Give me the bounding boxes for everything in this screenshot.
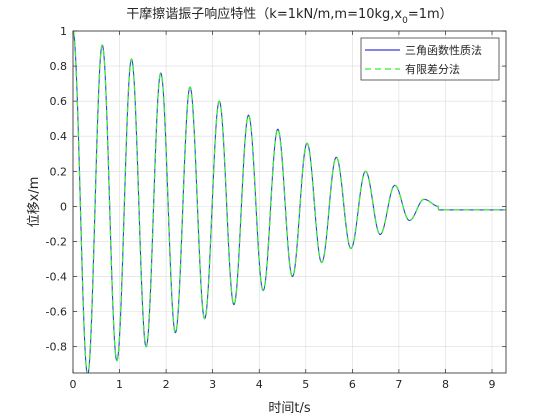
- legend-box: [360, 37, 500, 81]
- x-tick-label: 6: [349, 378, 356, 391]
- y-tick-label: 1: [60, 25, 67, 38]
- x-tick-label: 1: [116, 378, 123, 391]
- series-line-fd: [73, 31, 506, 373]
- x-tick-label: 0: [70, 378, 77, 391]
- y-tick-label: 0.2: [50, 165, 68, 178]
- y-tick-labels: -0.8 -0.6 -0.4 -0.2 0 0.2 0.4 0.6 0.8 1: [46, 25, 67, 354]
- x-tick-label: 4: [256, 378, 263, 391]
- x-tick-label: 2: [163, 378, 170, 391]
- y-tick-label: -0.6: [46, 306, 67, 319]
- legend-label-fd: 有限差分法: [405, 62, 460, 76]
- y-tick-label: 0: [60, 200, 67, 213]
- x-tick-label: 7: [395, 378, 402, 391]
- y-tick-label: 0.8: [50, 60, 68, 73]
- x-tick-label: 3: [209, 378, 216, 391]
- x-tick-label: 9: [489, 378, 496, 391]
- legend: 三角函数性质法 有限差分法: [360, 37, 500, 81]
- y-tick-label: -0.4: [46, 271, 67, 284]
- y-tick-label: -0.2: [46, 235, 67, 248]
- plot-area: [73, 31, 506, 373]
- ticks: [72, 30, 506, 373]
- axes-box: [72, 30, 507, 374]
- legend-label-trig: 三角函数性质法: [405, 43, 482, 57]
- x-tick-label: 8: [442, 378, 449, 391]
- x-tick-label: 5: [302, 378, 309, 391]
- x-tick-labels: 0 1 2 3 4 5 6 7 8 9: [70, 378, 496, 391]
- x-axis-label: 时间t/s: [268, 401, 310, 416]
- y-tick-label: -0.8: [46, 341, 67, 354]
- series-lines: [73, 31, 506, 373]
- y-tick-label: 0.6: [50, 95, 68, 108]
- chart-title: 干摩擦谐振子响应特性（k=1kN/m,m=10kg,x0=1m）: [126, 6, 452, 26]
- y-axis-label: 位移x/m: [27, 177, 42, 228]
- y-tick-label: 0.4: [50, 130, 68, 143]
